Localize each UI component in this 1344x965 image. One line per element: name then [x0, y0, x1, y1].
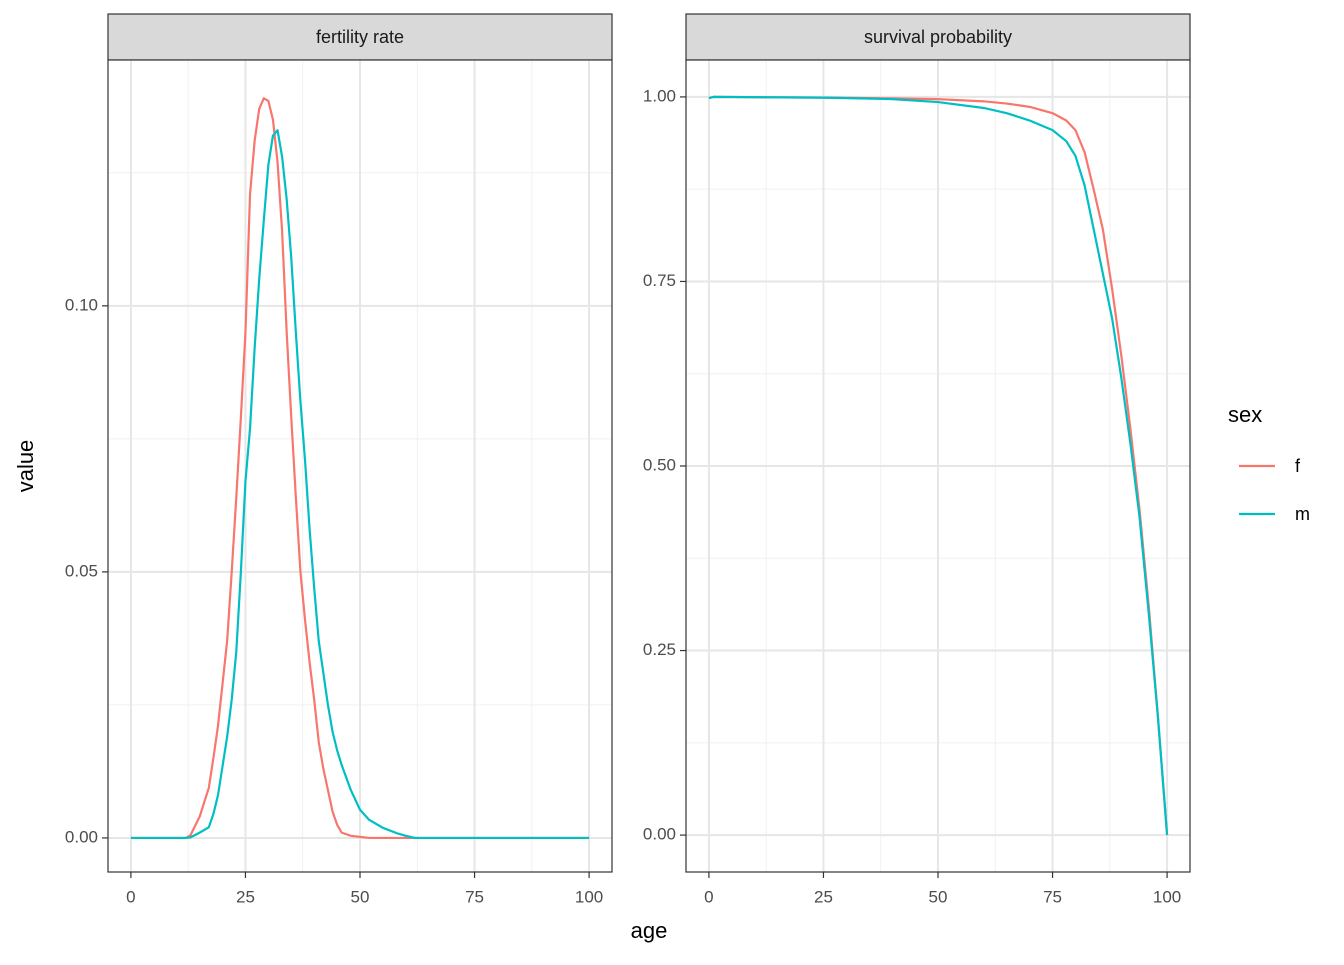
- x-tick-label: 25: [236, 887, 255, 906]
- x-axis-label: age: [631, 918, 668, 943]
- panel-title: survival probability: [864, 27, 1012, 47]
- x-tick-label: 75: [1043, 887, 1062, 906]
- legend-title: sex: [1228, 402, 1262, 427]
- panel-border: [107, 59, 613, 873]
- legend-label: m: [1295, 504, 1310, 524]
- y-tick-label: 0.50: [643, 455, 676, 474]
- x-tick-label: 0: [704, 887, 713, 906]
- y-tick-label: 0.10: [65, 295, 98, 314]
- y-axis-label: value: [13, 440, 38, 493]
- strip: [107, 13, 613, 61]
- legend-label: f: [1295, 456, 1301, 476]
- x-tick-label: 25: [814, 887, 833, 906]
- line-series: [708, 95, 1169, 836]
- y-tick-label: 0.75: [643, 271, 676, 290]
- y-tick-label: 0.00: [65, 827, 98, 846]
- x-tick-label: 75: [465, 887, 484, 906]
- y-tick-label: 0.00: [643, 825, 676, 844]
- x-tick-label: 100: [1153, 887, 1181, 906]
- x-tick-label: 0: [126, 887, 135, 906]
- x-tick-label: 50: [929, 887, 948, 906]
- y-tick-label: 1.00: [643, 86, 676, 105]
- panel-title: fertility rate: [316, 27, 404, 47]
- line-series: [708, 95, 1169, 836]
- x-tick-label: 100: [575, 887, 603, 906]
- panel-border: [685, 59, 1191, 873]
- line-series: [130, 129, 590, 840]
- x-tick-label: 50: [351, 887, 370, 906]
- y-tick-label: 0.25: [643, 640, 676, 659]
- y-tick-label: 0.05: [65, 561, 98, 580]
